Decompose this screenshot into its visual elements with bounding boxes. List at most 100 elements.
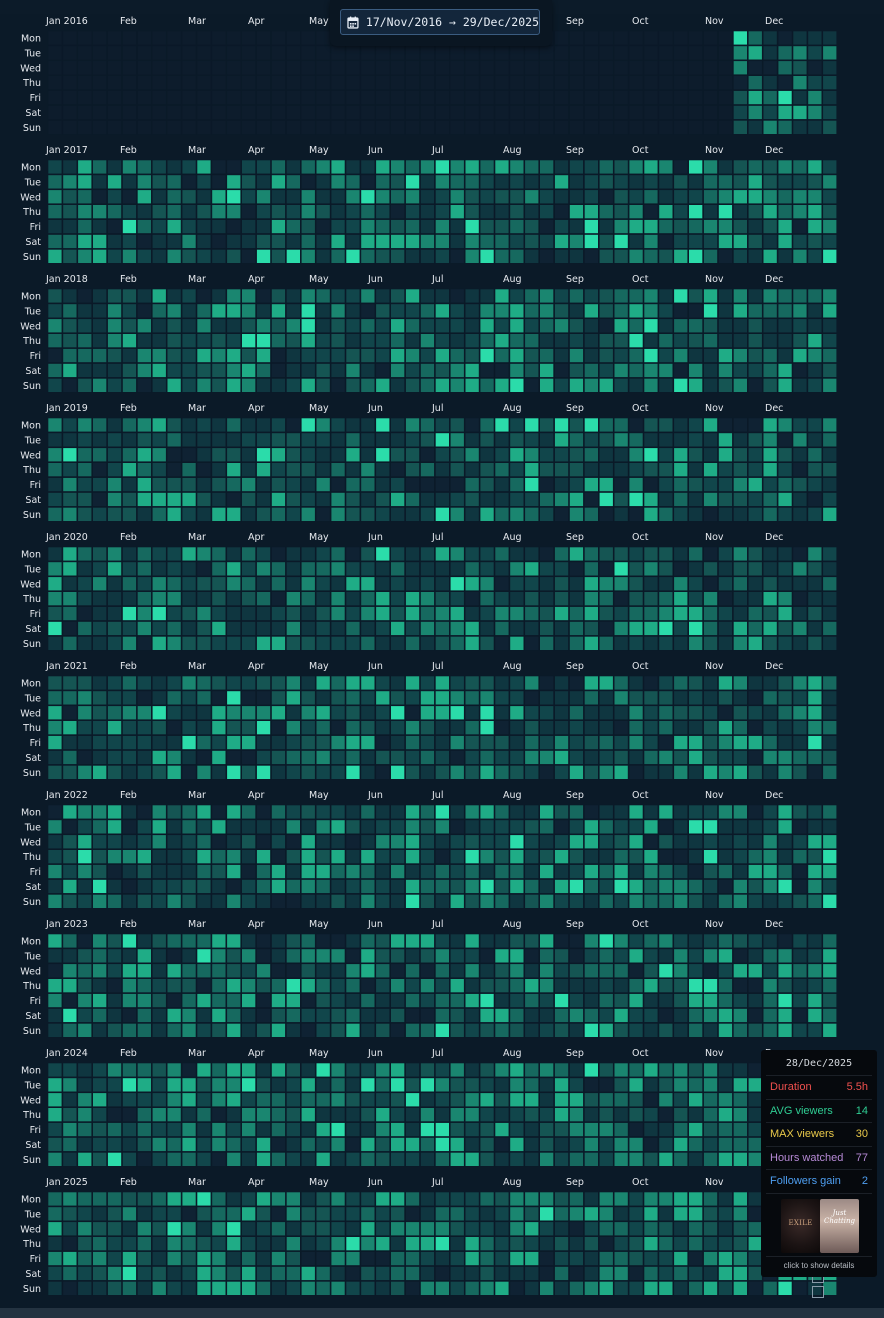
day-cell[interactable]: [271, 978, 286, 993]
day-cell[interactable]: [807, 288, 823, 304]
day-cell[interactable]: [420, 1281, 435, 1296]
day-cell[interactable]: [509, 363, 525, 378]
day-cell[interactable]: [241, 1077, 256, 1093]
day-cell[interactable]: [196, 417, 212, 433]
day-cell[interactable]: [92, 606, 107, 621]
day-cell[interactable]: [628, 477, 644, 492]
day-cell[interactable]: [703, 765, 718, 780]
bottom-scrollbar[interactable]: [0, 1308, 884, 1318]
day-cell[interactable]: [688, 978, 703, 993]
day-cell[interactable]: [181, 417, 197, 433]
day-cell[interactable]: [598, 189, 614, 205]
day-cell[interactable]: [181, 948, 197, 964]
day-cell[interactable]: [226, 417, 242, 433]
day-cell[interactable]: [658, 204, 674, 219]
day-cell[interactable]: [718, 507, 733, 522]
day-cell[interactable]: [405, 60, 420, 75]
day-cell[interactable]: [211, 288, 227, 304]
day-cell[interactable]: [286, 1191, 301, 1207]
day-cell[interactable]: [792, 705, 808, 720]
day-cell[interactable]: [613, 333, 629, 348]
day-cell[interactable]: [479, 447, 495, 462]
day-cell[interactable]: [598, 894, 614, 909]
day-cell[interactable]: [77, 720, 93, 735]
day-cell[interactable]: [822, 690, 837, 706]
day-cell[interactable]: [464, 75, 480, 90]
day-cell[interactable]: [226, 834, 242, 849]
day-cell[interactable]: [211, 45, 227, 61]
day-cell[interactable]: [822, 90, 837, 105]
day-cell[interactable]: [747, 804, 763, 820]
day-cell[interactable]: [107, 318, 122, 333]
day-cell[interactable]: [449, 1137, 465, 1152]
day-cell[interactable]: [703, 804, 718, 820]
day-cell[interactable]: [420, 804, 435, 820]
day-cell[interactable]: [360, 378, 376, 393]
day-cell[interactable]: [479, 492, 495, 507]
day-cell[interactable]: [420, 234, 435, 249]
day-cell[interactable]: [196, 978, 212, 993]
day-cell[interactable]: [77, 1077, 93, 1093]
day-cell[interactable]: [613, 60, 629, 75]
day-cell[interactable]: [792, 318, 808, 333]
day-cell[interactable]: [92, 363, 107, 378]
day-cell[interactable]: [777, 333, 793, 348]
day-cell[interactable]: [584, 705, 599, 720]
day-cell[interactable]: [166, 1281, 182, 1296]
day-cell[interactable]: [405, 75, 420, 90]
day-cell[interactable]: [762, 834, 778, 849]
day-cell[interactable]: [494, 348, 510, 363]
day-cell[interactable]: [762, 363, 778, 378]
day-cell[interactable]: [360, 864, 376, 879]
day-cell[interactable]: [569, 30, 584, 46]
day-cell[interactable]: [584, 894, 599, 909]
day-cell[interactable]: [464, 1062, 480, 1078]
day-cell[interactable]: [584, 690, 599, 706]
day-cell[interactable]: [330, 1236, 346, 1251]
day-cell[interactable]: [62, 948, 78, 964]
day-cell[interactable]: [628, 879, 644, 894]
day-cell[interactable]: [777, 621, 793, 636]
day-cell[interactable]: [286, 849, 301, 864]
day-cell[interactable]: [241, 288, 256, 304]
day-cell[interactable]: [211, 1206, 227, 1222]
day-cell[interactable]: [420, 507, 435, 522]
day-cell[interactable]: [390, 576, 405, 591]
day-cell[interactable]: [256, 1107, 271, 1122]
day-cell[interactable]: [598, 864, 614, 879]
day-cell[interactable]: [733, 45, 748, 61]
day-cell[interactable]: [122, 378, 137, 393]
day-cell[interactable]: [345, 834, 361, 849]
day-cell[interactable]: [435, 1281, 450, 1296]
day-cell[interactable]: [494, 45, 510, 61]
day-cell[interactable]: [435, 432, 450, 448]
day-cell[interactable]: [464, 864, 480, 879]
day-cell[interactable]: [211, 75, 227, 90]
day-cell[interactable]: [539, 378, 554, 393]
day-cell[interactable]: [92, 60, 107, 75]
day-cell[interactable]: [509, 819, 525, 835]
day-cell[interactable]: [345, 363, 361, 378]
day-cell[interactable]: [166, 819, 182, 835]
day-cell[interactable]: [747, 363, 763, 378]
day-cell[interactable]: [405, 849, 420, 864]
day-cell[interactable]: [822, 417, 837, 433]
day-cell[interactable]: [464, 1206, 480, 1222]
day-cell[interactable]: [47, 1191, 63, 1207]
day-cell[interactable]: [598, 591, 614, 606]
day-cell[interactable]: [733, 1062, 748, 1078]
day-cell[interactable]: [345, 1266, 361, 1281]
day-cell[interactable]: [822, 45, 837, 61]
day-cell[interactable]: [256, 735, 271, 750]
day-cell[interactable]: [673, 288, 688, 304]
day-cell[interactable]: [286, 933, 301, 949]
day-cell[interactable]: [494, 1062, 510, 1078]
day-cell[interactable]: [315, 1251, 331, 1266]
day-cell[interactable]: [494, 1206, 510, 1222]
day-cell[interactable]: [152, 636, 167, 651]
day-cell[interactable]: [152, 477, 167, 492]
day-cell[interactable]: [330, 1281, 346, 1296]
day-cell[interactable]: [77, 105, 93, 120]
day-cell[interactable]: [166, 1221, 182, 1237]
day-cell[interactable]: [181, 462, 197, 477]
